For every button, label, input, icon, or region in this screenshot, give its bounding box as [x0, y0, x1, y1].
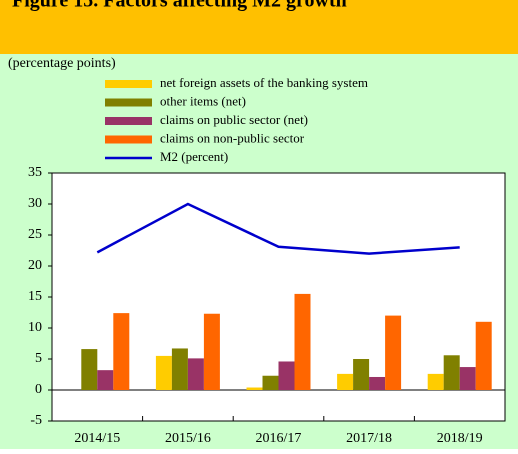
bar	[187, 358, 204, 390]
y-tick-label: 25	[28, 227, 42, 242]
bar	[97, 370, 114, 390]
bar	[246, 387, 263, 390]
chart-title: Figure 15. Factors affecting M2 growth	[12, 0, 347, 12]
bar	[337, 373, 354, 390]
bar	[171, 348, 188, 390]
legend-swatch	[105, 80, 152, 88]
y-tick-label: 35	[28, 165, 42, 180]
line	[96, 202, 460, 255]
y-tick-label: 5	[35, 351, 42, 366]
legend-swatch	[105, 117, 152, 125]
y-tick-label: 10	[28, 320, 42, 335]
y-tick-label: 15	[28, 289, 42, 304]
bar	[459, 367, 476, 390]
y-tick-label: 30	[28, 196, 42, 211]
legend-label: claims on non-public sector	[160, 130, 305, 145]
bar	[475, 321, 492, 390]
bar	[203, 313, 220, 390]
legend-label: other items (net)	[160, 93, 246, 108]
bar	[278, 361, 295, 390]
x-tick-label: 2018/19	[437, 431, 483, 446]
bar	[443, 355, 460, 390]
legend-label: claims on public sector (net)	[160, 112, 308, 127]
legend-label: net foreign assets of the banking system	[160, 75, 368, 90]
y-axis-label: (percentage points)	[8, 56, 116, 71]
bar	[427, 373, 444, 390]
title-bar	[0, 0, 518, 54]
legend-label: M2 (percent)	[160, 149, 228, 164]
x-tick-label: 2014/15	[74, 431, 120, 446]
bar	[155, 355, 172, 390]
bar	[294, 293, 311, 390]
bar	[353, 359, 370, 390]
y-tick-label: 20	[28, 258, 42, 273]
bar	[262, 375, 279, 390]
legend-swatch	[105, 135, 152, 144]
x-tick-label: 2015/16	[165, 431, 211, 446]
y-tick-label: -5	[30, 413, 42, 428]
y-tick-label: 0	[35, 382, 42, 397]
x-tick-label: 2016/17	[256, 431, 302, 446]
legend-swatch	[105, 98, 152, 107]
bar	[113, 313, 130, 390]
x-tick-label: 2017/18	[346, 431, 392, 446]
bar	[385, 315, 402, 390]
bar	[369, 376, 386, 390]
bar	[81, 349, 98, 390]
